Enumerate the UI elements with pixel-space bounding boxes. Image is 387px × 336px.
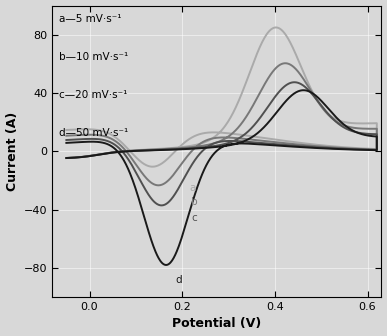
X-axis label: Potential (V): Potential (V) xyxy=(172,318,262,330)
Text: c—20 mV·s⁻¹: c—20 mV·s⁻¹ xyxy=(59,90,127,100)
Text: a—5 mV·s⁻¹: a—5 mV·s⁻¹ xyxy=(59,14,122,24)
Text: c: c xyxy=(192,213,197,223)
Text: a: a xyxy=(189,183,195,193)
Text: d—50 mV·s⁻¹: d—50 mV·s⁻¹ xyxy=(59,128,128,138)
Text: b: b xyxy=(192,197,198,207)
Text: d: d xyxy=(175,275,182,285)
Y-axis label: Current (A): Current (A) xyxy=(5,112,19,191)
Text: b—10 mV·s⁻¹: b—10 mV·s⁻¹ xyxy=(59,52,128,62)
